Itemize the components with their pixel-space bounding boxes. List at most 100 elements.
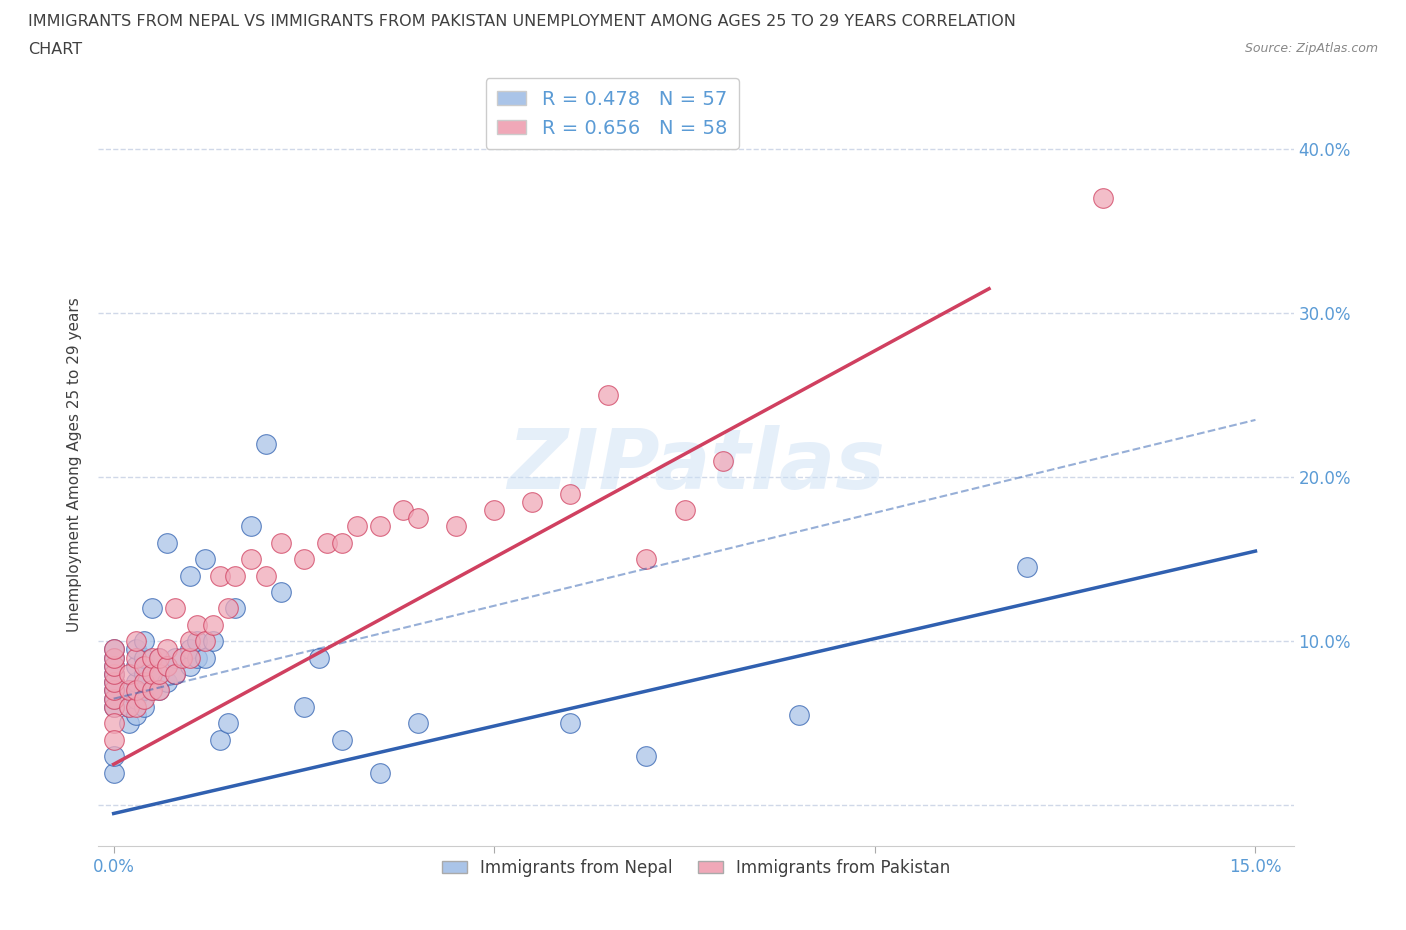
Text: ZIPatlas: ZIPatlas: [508, 424, 884, 506]
Point: [141, 650, 163, 665]
Point: [103, 699, 125, 714]
Point: [103, 642, 125, 657]
Point: [148, 667, 170, 682]
Point: [148, 683, 170, 698]
Point: [125, 683, 148, 698]
Point: [270, 585, 292, 600]
Point: [156, 536, 179, 551]
Point: [201, 634, 224, 649]
Point: [172, 650, 194, 665]
Point: [560, 716, 582, 731]
Point: [103, 658, 125, 673]
Point: [179, 658, 201, 673]
Point: [132, 675, 155, 690]
Point: [484, 502, 506, 517]
Point: [1017, 560, 1039, 575]
Point: [103, 749, 125, 764]
Point: [156, 658, 179, 673]
Point: [163, 650, 186, 665]
Point: [217, 601, 239, 616]
Point: [156, 675, 179, 690]
Point: [186, 618, 208, 632]
Point: [103, 683, 125, 698]
Point: [132, 658, 155, 673]
Point: [224, 568, 246, 583]
Point: [392, 502, 415, 517]
Point: [125, 642, 148, 657]
Point: [156, 642, 179, 657]
Point: [179, 634, 201, 649]
Point: [141, 683, 163, 698]
Point: [132, 650, 155, 665]
Point: [118, 716, 141, 731]
Point: [368, 765, 391, 780]
Point: [308, 650, 330, 665]
Point: [239, 551, 262, 566]
Point: [194, 551, 217, 566]
Point: [125, 650, 148, 665]
Point: [103, 658, 125, 673]
Point: [148, 650, 170, 665]
Y-axis label: Unemployment Among Ages 25 to 29 years: Unemployment Among Ages 25 to 29 years: [67, 298, 83, 632]
Point: [163, 667, 186, 682]
Point: [141, 601, 163, 616]
Point: [132, 691, 155, 706]
Point: [217, 716, 239, 731]
Point: [560, 486, 582, 501]
Point: [194, 634, 217, 649]
Text: Source: ZipAtlas.com: Source: ZipAtlas.com: [1244, 42, 1378, 55]
Point: [103, 699, 125, 714]
Point: [194, 650, 217, 665]
Point: [239, 519, 262, 534]
Point: [103, 667, 125, 682]
Point: [118, 699, 141, 714]
Point: [141, 683, 163, 698]
Point: [270, 536, 292, 551]
Point: [103, 765, 125, 780]
Point: [179, 650, 201, 665]
Point: [254, 568, 277, 583]
Point: [132, 634, 155, 649]
Point: [125, 691, 148, 706]
Point: [132, 699, 155, 714]
Text: CHART: CHART: [28, 42, 82, 57]
Point: [330, 732, 353, 747]
Point: [156, 658, 179, 673]
Point: [201, 618, 224, 632]
Point: [224, 601, 246, 616]
Point: [103, 732, 125, 747]
Point: [103, 650, 125, 665]
Point: [406, 511, 429, 525]
Point: [368, 519, 391, 534]
Legend: Immigrants from Nepal, Immigrants from Pakistan: Immigrants from Nepal, Immigrants from P…: [434, 853, 957, 884]
Point: [254, 437, 277, 452]
Point: [787, 708, 810, 723]
Point: [179, 568, 201, 583]
Point: [103, 642, 125, 657]
Point: [292, 551, 315, 566]
Point: [125, 658, 148, 673]
Point: [132, 683, 155, 698]
Point: [148, 650, 170, 665]
Point: [209, 568, 232, 583]
Point: [103, 716, 125, 731]
Point: [103, 675, 125, 690]
Point: [346, 519, 368, 534]
Point: [132, 667, 155, 682]
Point: [103, 691, 125, 706]
Point: [315, 536, 337, 551]
Point: [163, 667, 186, 682]
Point: [148, 683, 170, 698]
Point: [186, 634, 208, 649]
Point: [406, 716, 429, 731]
Text: IMMIGRANTS FROM NEPAL VS IMMIGRANTS FROM PAKISTAN UNEMPLOYMENT AMONG AGES 25 TO : IMMIGRANTS FROM NEPAL VS IMMIGRANTS FROM…: [28, 14, 1017, 29]
Point: [636, 551, 658, 566]
Point: [330, 536, 353, 551]
Point: [292, 699, 315, 714]
Point: [148, 667, 170, 682]
Point: [141, 667, 163, 682]
Point: [118, 699, 141, 714]
Point: [103, 683, 125, 698]
Point: [209, 732, 232, 747]
Point: [186, 650, 208, 665]
